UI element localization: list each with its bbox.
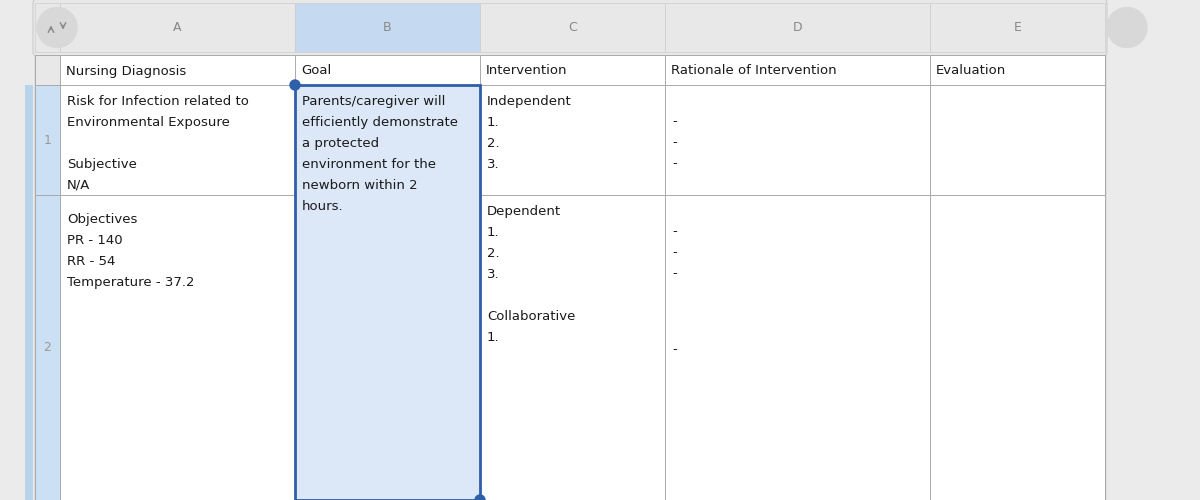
Text: Goal: Goal <box>301 64 331 78</box>
Bar <box>35 85 60 195</box>
Text: -
-
-: - - - <box>672 115 677 170</box>
Bar <box>60 85 295 195</box>
Bar <box>930 3 1105 52</box>
Text: Rationale of Intervention: Rationale of Intervention <box>671 64 836 78</box>
Bar <box>480 195 665 500</box>
Bar <box>35 3 60 52</box>
Bar <box>35 55 1105 500</box>
Circle shape <box>290 80 300 90</box>
Text: E: E <box>1014 21 1021 34</box>
Text: Dependent
1.
2.
3.

Collaborative
1.: Dependent 1. 2. 3. Collaborative 1. <box>487 205 575 344</box>
Text: -: - <box>672 343 677 356</box>
Text: -
-
-: - - - <box>672 225 677 280</box>
Text: Intervention: Intervention <box>486 64 568 78</box>
Bar <box>665 195 930 500</box>
Text: A: A <box>173 21 181 34</box>
Bar <box>60 55 295 85</box>
Circle shape <box>1108 8 1147 48</box>
Bar <box>665 55 930 85</box>
Text: 1: 1 <box>43 134 52 146</box>
Bar <box>295 85 480 500</box>
Bar <box>930 195 1105 500</box>
Bar <box>35 195 60 500</box>
Bar <box>35 55 60 85</box>
Text: Evaluation: Evaluation <box>936 64 1007 78</box>
Text: D: D <box>793 21 803 34</box>
Bar <box>480 85 665 195</box>
Bar <box>480 3 665 52</box>
Circle shape <box>475 495 485 500</box>
Text: 2: 2 <box>43 341 52 354</box>
Bar <box>295 55 480 85</box>
Bar <box>665 3 930 52</box>
Text: Objectives
PR - 140
RR - 54
Temperature - 37.2: Objectives PR - 140 RR - 54 Temperature … <box>67 213 194 289</box>
Circle shape <box>37 8 77 48</box>
Text: C: C <box>568 21 577 34</box>
Text: Independent
1.
2.
3.: Independent 1. 2. 3. <box>487 95 571 171</box>
Bar <box>25 85 34 500</box>
Bar <box>930 55 1105 85</box>
Bar <box>295 3 480 52</box>
Text: Risk for Infection related to
Environmental Exposure

Subjective
N/A: Risk for Infection related to Environmen… <box>67 95 248 192</box>
FancyBboxPatch shape <box>34 0 1108 56</box>
Bar <box>930 85 1105 195</box>
Bar <box>60 3 295 52</box>
Bar <box>480 55 665 85</box>
Bar <box>60 195 295 500</box>
Bar <box>665 85 930 195</box>
Text: B: B <box>383 21 392 34</box>
Text: Nursing Diagnosis: Nursing Diagnosis <box>66 64 186 78</box>
Text: Parents/caregiver will
efficiently demonstrate
a protected
environment for the
n: Parents/caregiver will efficiently demon… <box>302 95 458 213</box>
